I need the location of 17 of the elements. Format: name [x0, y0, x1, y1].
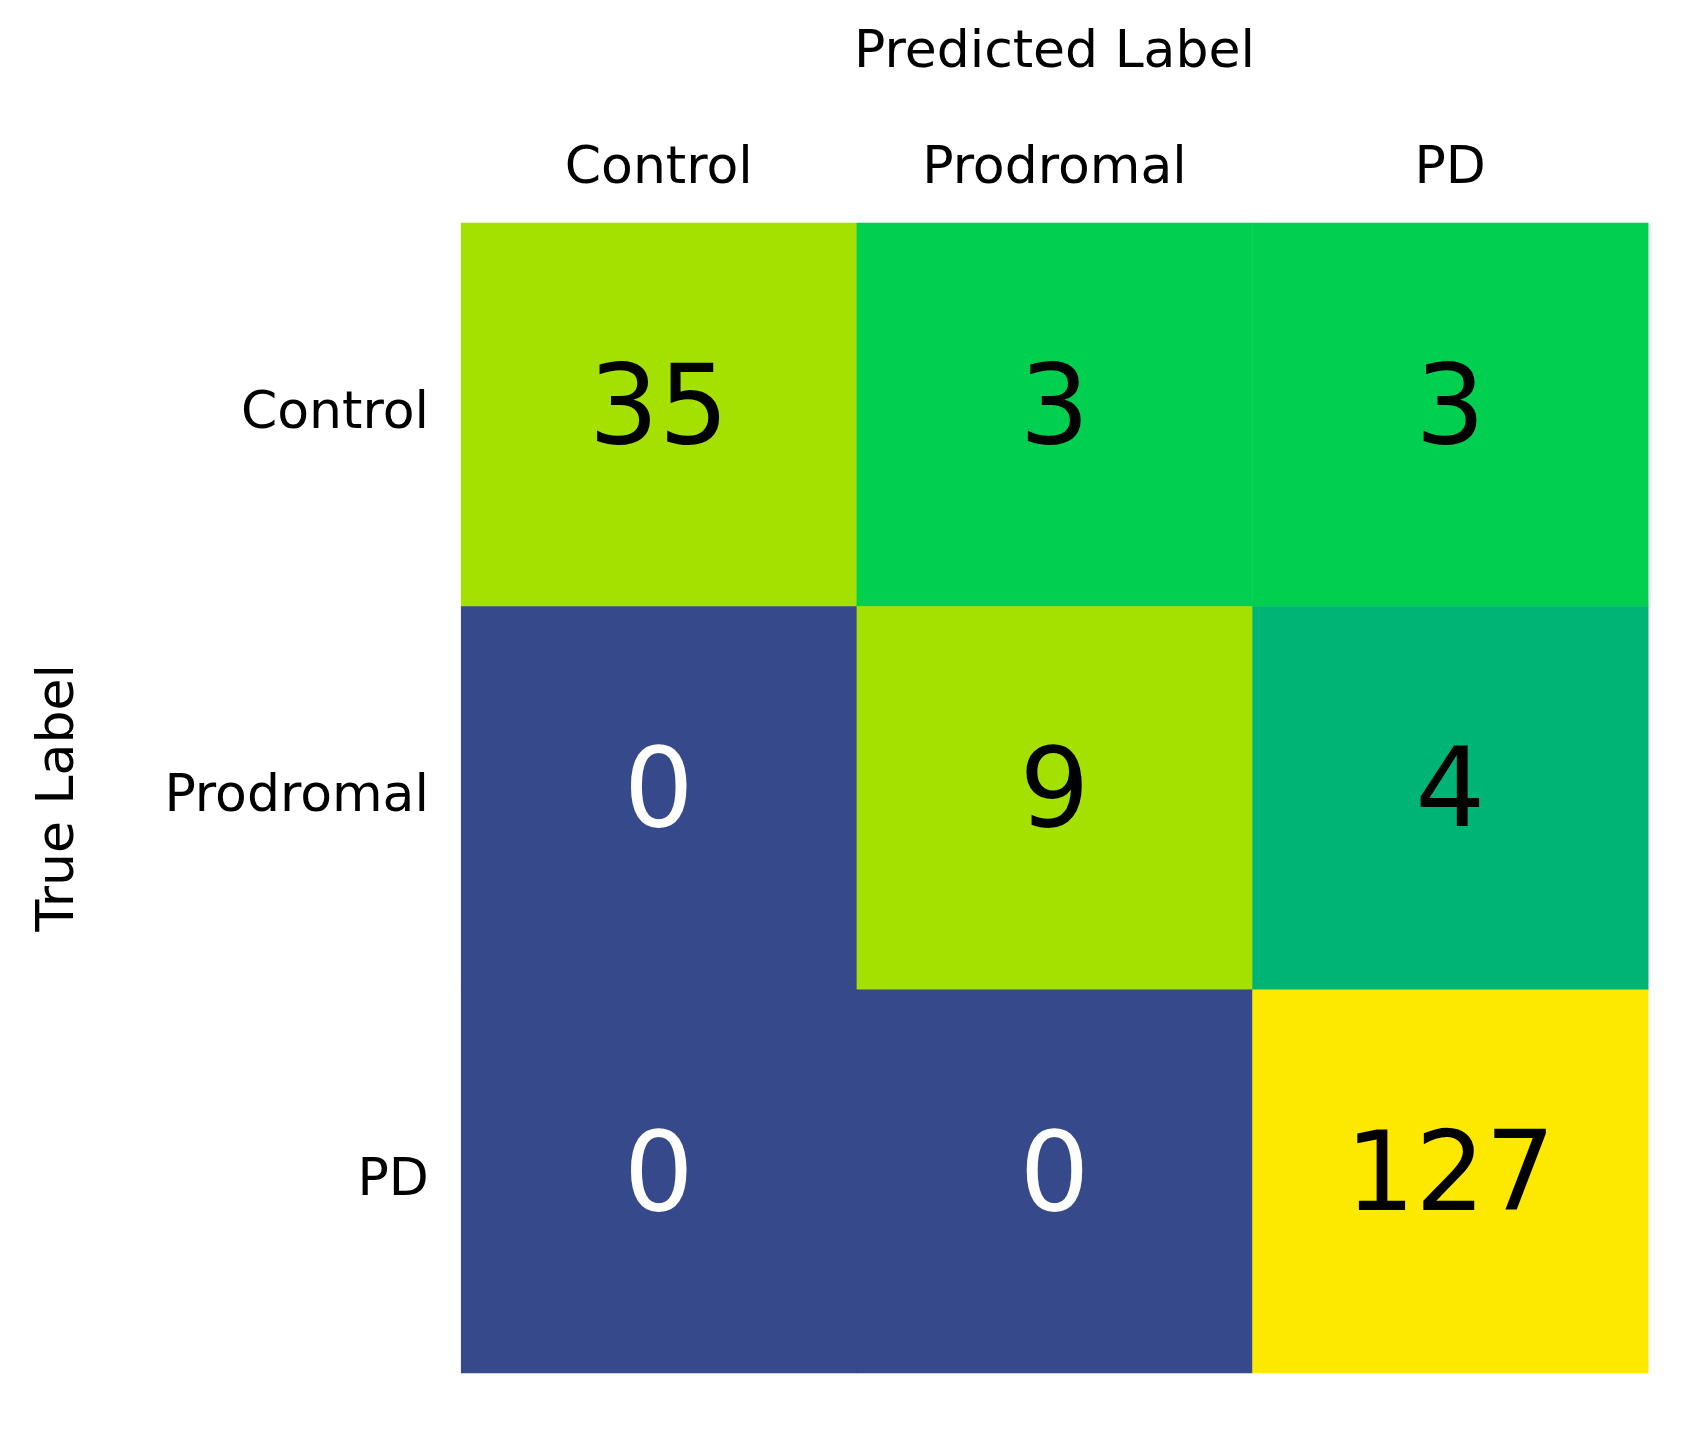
data-label: 3 — [1415, 341, 1486, 470]
data-label: 9 — [1019, 724, 1090, 853]
data-label: 0 — [623, 1107, 694, 1236]
data-label: 35 — [588, 341, 729, 470]
data-label: 4 — [1415, 724, 1486, 853]
x-tick-label: PD — [1414, 135, 1486, 196]
x-tick-label: Prodromal — [922, 135, 1187, 196]
y-tick-label: Prodromal — [164, 763, 429, 824]
y-tick-label: Control — [240, 379, 429, 440]
data-label: 127 — [1345, 1107, 1556, 1236]
x-tick-label: Control — [564, 135, 753, 196]
data-label: 0 — [1019, 1107, 1090, 1236]
data-label: 3 — [1019, 341, 1090, 470]
y-axis-title: True Label — [24, 664, 85, 933]
data-label: 0 — [623, 724, 694, 853]
x-axis-title: Predicted Label — [854, 18, 1255, 79]
y-tick-label: PD — [357, 1146, 429, 1207]
